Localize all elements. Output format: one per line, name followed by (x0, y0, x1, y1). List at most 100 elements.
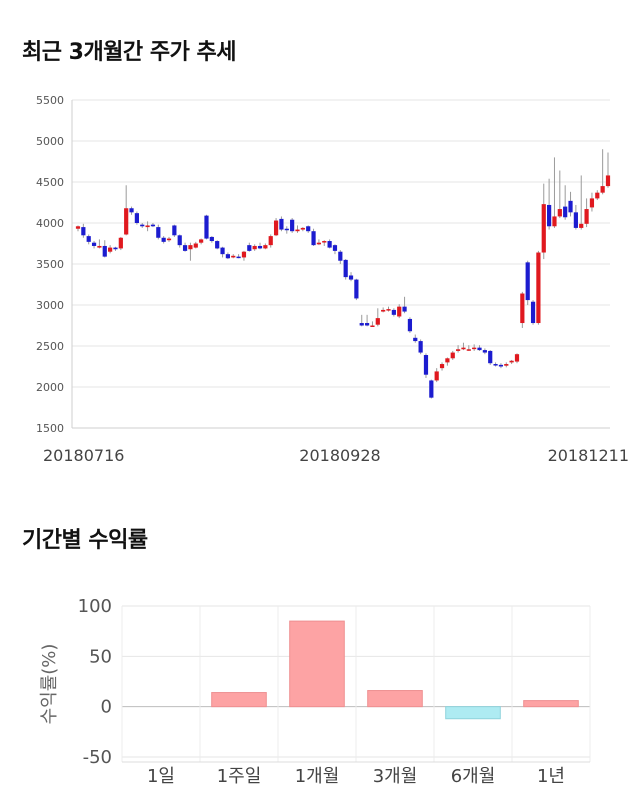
candle-up (445, 358, 450, 363)
price-y-tick-label: 2000 (36, 381, 64, 394)
candle-up (541, 204, 546, 253)
candle-up (584, 209, 589, 224)
candle-down (220, 247, 225, 255)
candle-down (493, 364, 498, 366)
candle-up (273, 220, 279, 236)
price-y-tick-label: 3500 (36, 258, 64, 271)
candle-up (75, 226, 81, 229)
return-x-tick-label: 1개월 (295, 766, 340, 787)
candle-down (182, 245, 188, 251)
candle-down (354, 279, 359, 299)
candle-up (97, 245, 102, 248)
return-y-tick-label: 50 (89, 646, 112, 667)
return-bar (367, 690, 423, 708)
candle-down (563, 206, 568, 218)
price-y-tick-label: 5000 (36, 135, 64, 148)
candle-down (332, 245, 338, 251)
return-y-tick-label: 100 (78, 596, 112, 617)
candle-up (268, 236, 273, 246)
return-x-tick-label: 1년 (537, 766, 565, 787)
price-x-tick-label: 20180928 (299, 446, 380, 465)
price-y-tick-label: 4000 (36, 217, 64, 230)
return-y-axis-label: 수익률(%) (39, 644, 60, 725)
candle-up (605, 175, 611, 187)
candle-down (429, 380, 434, 398)
candle-up (466, 349, 471, 351)
candle-down (290, 219, 295, 232)
candle-up (461, 347, 466, 350)
candle-down (156, 227, 161, 238)
price-trend-title: 최근 3개월간 주가 추세 (22, 40, 236, 65)
candle-down (482, 350, 487, 353)
return-x-tick-label: 1주일 (217, 766, 262, 787)
candle-down (177, 235, 182, 246)
return-bar (523, 700, 579, 708)
candle-up (252, 245, 257, 250)
candle-down (129, 208, 134, 213)
candle-down (257, 245, 263, 249)
return-x-tick-label: 3개월 (373, 766, 418, 787)
price-y-tick-label: 3000 (36, 299, 64, 312)
candle-down (86, 236, 91, 242)
candle-down (225, 254, 230, 259)
candle-up (514, 354, 520, 362)
return-x-tick-label: 6개월 (451, 766, 496, 787)
candle-up (509, 360, 514, 363)
candle-down (498, 364, 504, 367)
candle-down (284, 228, 289, 231)
candle-down (279, 218, 284, 230)
candle-up (193, 243, 198, 248)
candle-up (300, 227, 305, 230)
candle-up (504, 364, 509, 366)
candle-up (450, 352, 455, 359)
candle-down (364, 323, 370, 326)
candle-down (306, 226, 311, 232)
candle-up (472, 347, 477, 350)
candle-up (375, 318, 380, 325)
candle-down (81, 227, 86, 236)
candle-down (102, 245, 107, 257)
candle-down (525, 262, 530, 301)
candle-up (536, 252, 541, 324)
candle-down (215, 241, 220, 249)
candle-up (124, 208, 129, 235)
period-return-bar-chart: 100 50 0 -50 1일 1주일 1개월 3개월 6개월 1년 수익률(%) (39, 596, 591, 787)
candle-down (134, 213, 139, 223)
candle-down (140, 224, 145, 227)
candle-up (199, 239, 204, 243)
return-y-tick-label: 0 (101, 697, 112, 718)
candle-down (418, 341, 423, 353)
candle-down (172, 225, 177, 236)
period-return-title: 기간별 수익률 (22, 528, 148, 553)
price-y-tick-label: 1500 (36, 422, 64, 435)
candle-down (568, 200, 573, 213)
candle-down (407, 318, 413, 332)
candle-down (338, 251, 343, 261)
candle-up (241, 251, 247, 258)
price-candlestick-chart: 1500 2000 2500 3000 3500 4000 4500 5000 5500 2018… (36, 94, 629, 465)
candle-down (343, 259, 348, 278)
candle-up (145, 225, 150, 228)
candle-up (386, 309, 391, 311)
candle-down (150, 224, 156, 227)
candle-down (348, 275, 354, 280)
candle-down (209, 236, 214, 242)
candle-down (402, 306, 407, 312)
candle-up (316, 242, 322, 245)
candle-up (263, 245, 268, 249)
return-bar (289, 620, 345, 708)
candle-up (108, 247, 113, 252)
candle-up (381, 309, 386, 312)
candle-down (547, 204, 552, 227)
candle-up (295, 229, 300, 232)
price-y-tick-label: 5500 (36, 94, 64, 107)
candle-down (204, 215, 209, 239)
candle-up (520, 293, 525, 324)
candle-up (557, 209, 562, 217)
candle-down (247, 245, 252, 251)
candle-down (91, 242, 97, 246)
candle-up (188, 245, 193, 250)
candle-down (573, 212, 578, 228)
candle-down (327, 241, 332, 248)
candle-down (423, 355, 429, 375)
